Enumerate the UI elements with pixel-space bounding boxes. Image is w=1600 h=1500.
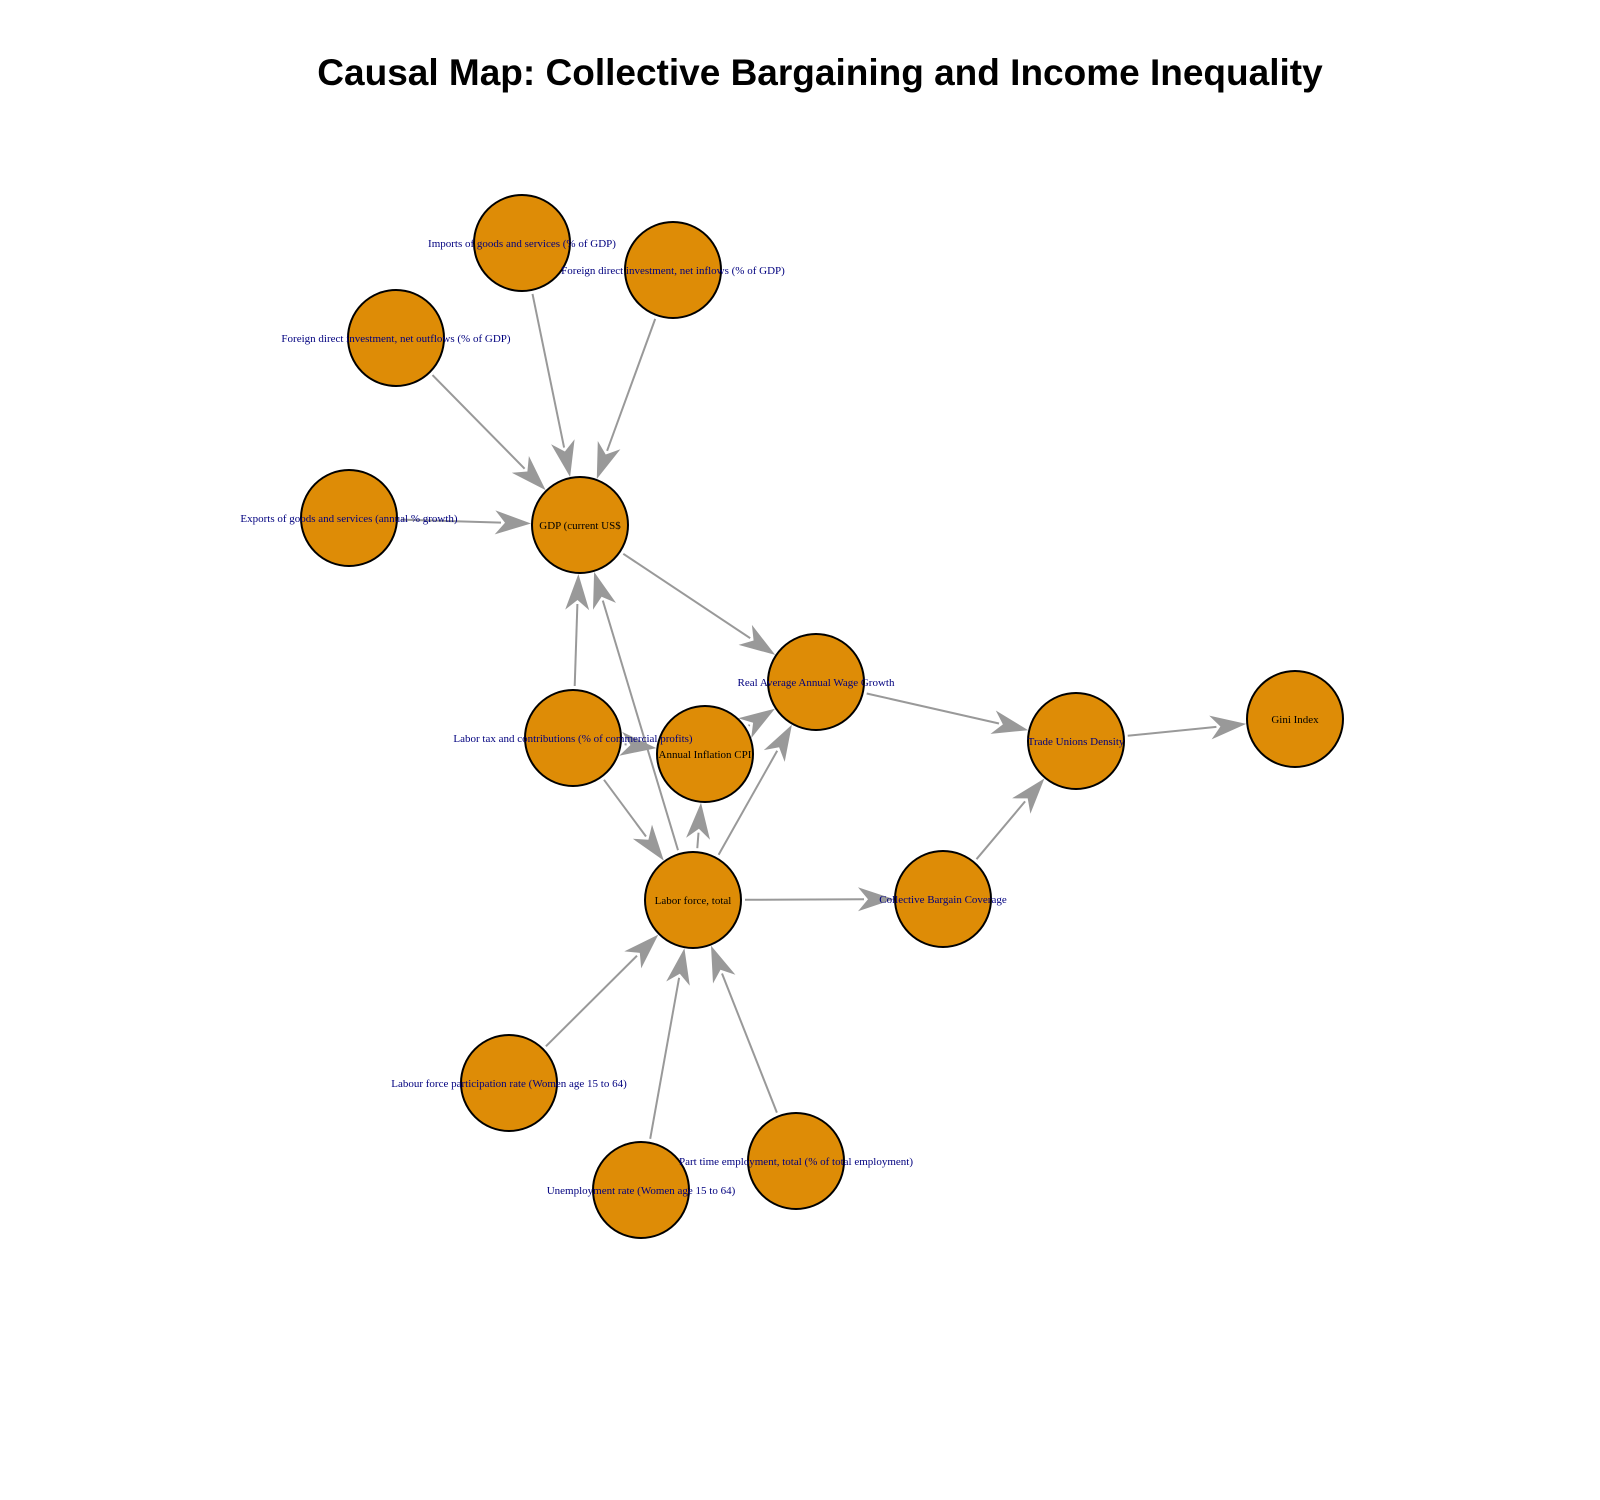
arrowhead <box>596 441 621 479</box>
edge-labtax-to-gdp <box>565 574 590 687</box>
node-ptime <box>747 1112 845 1210</box>
edge-line <box>431 374 526 470</box>
node-wage <box>767 633 865 731</box>
node-infl <box>656 705 754 803</box>
node-label-gini: Gini Index <box>1271 714 1319 726</box>
node-tud <box>1027 692 1125 790</box>
arrowhead <box>632 824 664 861</box>
edge-line <box>606 318 657 452</box>
edge-fdi_in-to-gdp <box>596 318 657 479</box>
edge-lfpr-to-lf <box>545 934 659 1048</box>
edge-line <box>866 692 1000 725</box>
edge-ptime-to-lf <box>711 945 778 1113</box>
edge-line <box>717 750 779 856</box>
arrowhead <box>738 624 776 655</box>
node-label-labtax: Labor tax and contributions (% of commer… <box>453 733 693 745</box>
arrowhead <box>551 439 575 477</box>
node-label-imports: Imports of goods and services (% of GDP) <box>428 238 616 250</box>
node-label-infl: Annual Inflation CPI <box>659 749 752 761</box>
edges-layer <box>400 293 1247 1139</box>
node-label-ptime: Part time employment, total (% of total … <box>679 1156 913 1168</box>
node-label-wage: Real Average Annual Wage Growth <box>738 677 895 689</box>
edge-line <box>622 552 751 640</box>
node-label-unemp: Unemployment rate (Women age 15 to 64) <box>547 1185 736 1197</box>
arrowhead <box>511 456 546 491</box>
node-imports <box>473 194 571 292</box>
arrowhead <box>619 731 657 756</box>
edge-line <box>649 977 681 1139</box>
arrowhead <box>494 510 531 535</box>
edge-fdi_out-to-gdp <box>431 374 546 491</box>
edge-wage-to-tud <box>866 692 1029 734</box>
edge-labtax-to-infl <box>619 731 657 756</box>
node-cbc <box>894 850 992 948</box>
node-label-fdi_out: Foreign direct investment, net outflows … <box>281 333 510 345</box>
edge-infl-to-wage <box>738 708 775 739</box>
node-label-cbc: Collective Bargain Coverage <box>879 894 1007 906</box>
node-labtax <box>524 689 622 787</box>
edge-lf-to-infl <box>686 802 710 849</box>
edge-unemp-to-lf <box>649 948 690 1139</box>
edge-exports-to-gdp <box>400 510 531 535</box>
arrowhead <box>666 948 690 986</box>
arrowhead <box>858 887 894 912</box>
edge-lf-to-gdp <box>593 571 679 851</box>
node-fdi_out <box>347 289 445 387</box>
node-label-lf: Labor force, total <box>655 895 732 907</box>
edge-line <box>400 518 502 524</box>
node-label-tud: Trade Unions Density <box>1028 736 1125 748</box>
arrowhead <box>1209 715 1247 740</box>
edge-lf-to-wage <box>717 724 792 856</box>
node-label-fdi_in: Foreign direct investment, net inflows (… <box>561 265 785 277</box>
edge-line <box>603 779 647 838</box>
arrowhead <box>990 710 1029 734</box>
edge-line <box>1127 725 1217 737</box>
node-label-lfpr: Labour force participation rate (Women a… <box>391 1078 627 1090</box>
node-gdp <box>531 476 629 574</box>
arrowhead <box>1012 778 1045 814</box>
arrowhead <box>763 724 792 762</box>
arrowhead <box>686 802 710 840</box>
nodes-layer <box>300 194 1344 1239</box>
node-label-gdp: GDP (current US$ <box>539 520 621 532</box>
edge-line <box>601 600 679 851</box>
node-label-exports: Exports of goods and services (annual % … <box>240 513 458 525</box>
edge-cbc-to-tud <box>975 778 1045 860</box>
arrowhead <box>565 574 590 611</box>
node-lfpr <box>460 1034 558 1132</box>
node-fdi_in <box>624 221 722 319</box>
edge-lf-to-cbc <box>744 887 894 912</box>
edge-gdp-to-wage <box>622 552 776 655</box>
arrowhead <box>593 571 616 610</box>
node-lf <box>644 851 742 949</box>
labels-layer: Imports of goods and services (% of GDP)… <box>240 238 1319 1197</box>
node-exports <box>300 469 398 567</box>
node-gini <box>1246 670 1344 768</box>
edge-imports-to-gdp <box>531 293 575 477</box>
arrowhead <box>711 945 736 984</box>
arrowhead <box>738 708 775 739</box>
node-unemp <box>592 1141 690 1239</box>
edge-tud-to-gini <box>1127 715 1247 740</box>
diagram-title: Causal Map: Collective Bargaining and In… <box>317 52 1323 93</box>
edge-line <box>748 724 751 727</box>
edge-line <box>721 973 778 1113</box>
edge-line <box>573 603 579 687</box>
edge-line <box>975 800 1026 860</box>
arrowhead <box>624 934 659 969</box>
edge-line <box>531 293 566 448</box>
edge-line <box>744 898 865 901</box>
edge-labtax-to-lf <box>603 779 664 861</box>
edge-line <box>545 954 638 1048</box>
edge-line <box>696 832 700 849</box>
